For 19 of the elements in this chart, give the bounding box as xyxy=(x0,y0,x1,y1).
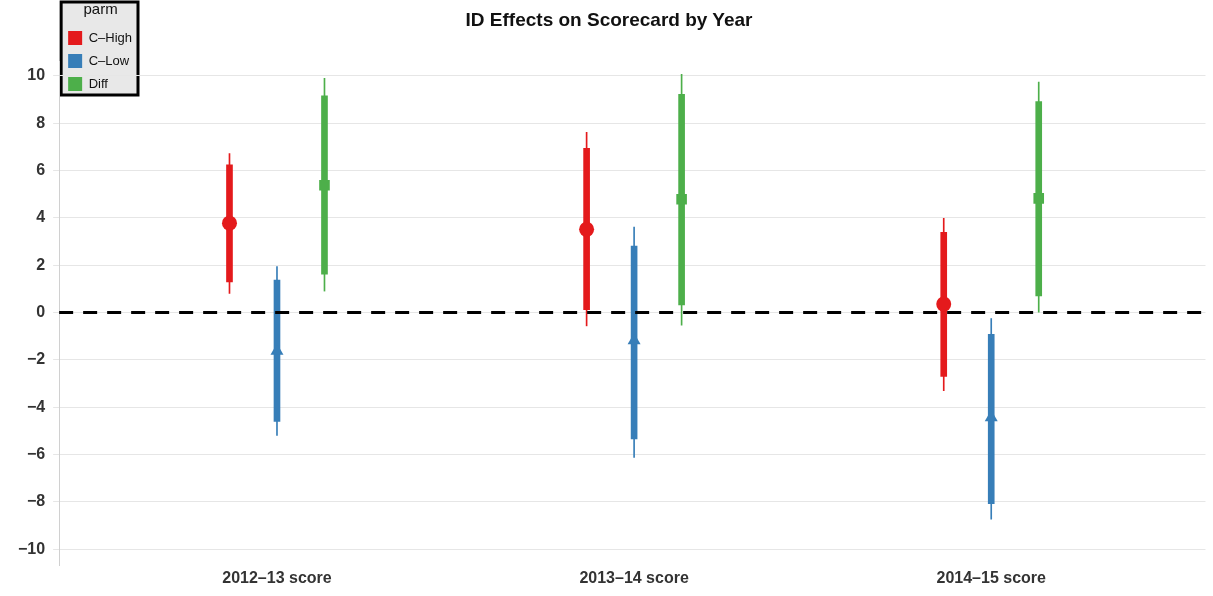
y-tick-label: 8 xyxy=(36,113,46,131)
y-tick-label: 2 xyxy=(36,255,46,273)
y-tick-label: 6 xyxy=(36,161,46,179)
y-tick-label: −6 xyxy=(26,444,46,462)
y-tick-label: −2 xyxy=(26,350,46,368)
y-tick-label: −8 xyxy=(26,492,46,510)
legend-title: parm xyxy=(83,0,118,17)
y-tick-label: 10 xyxy=(27,66,46,84)
chart-title: ID Effects on Scorecard by Year xyxy=(465,8,754,30)
legend-label: Diff xyxy=(88,75,109,91)
x-tick-label: 2013–14 score xyxy=(579,568,689,586)
y-tick-label: −10 xyxy=(18,539,46,557)
legend-label: C–Low xyxy=(88,52,130,68)
x-tick-label: 2012–13 score xyxy=(222,568,332,586)
y-tick-label: −4 xyxy=(26,397,46,415)
y-tick-label: 4 xyxy=(36,208,46,226)
x-tick-label: 2014–15 score xyxy=(936,568,1047,586)
legend-label: C–High xyxy=(88,29,132,45)
y-tick-label: 0 xyxy=(36,303,46,321)
